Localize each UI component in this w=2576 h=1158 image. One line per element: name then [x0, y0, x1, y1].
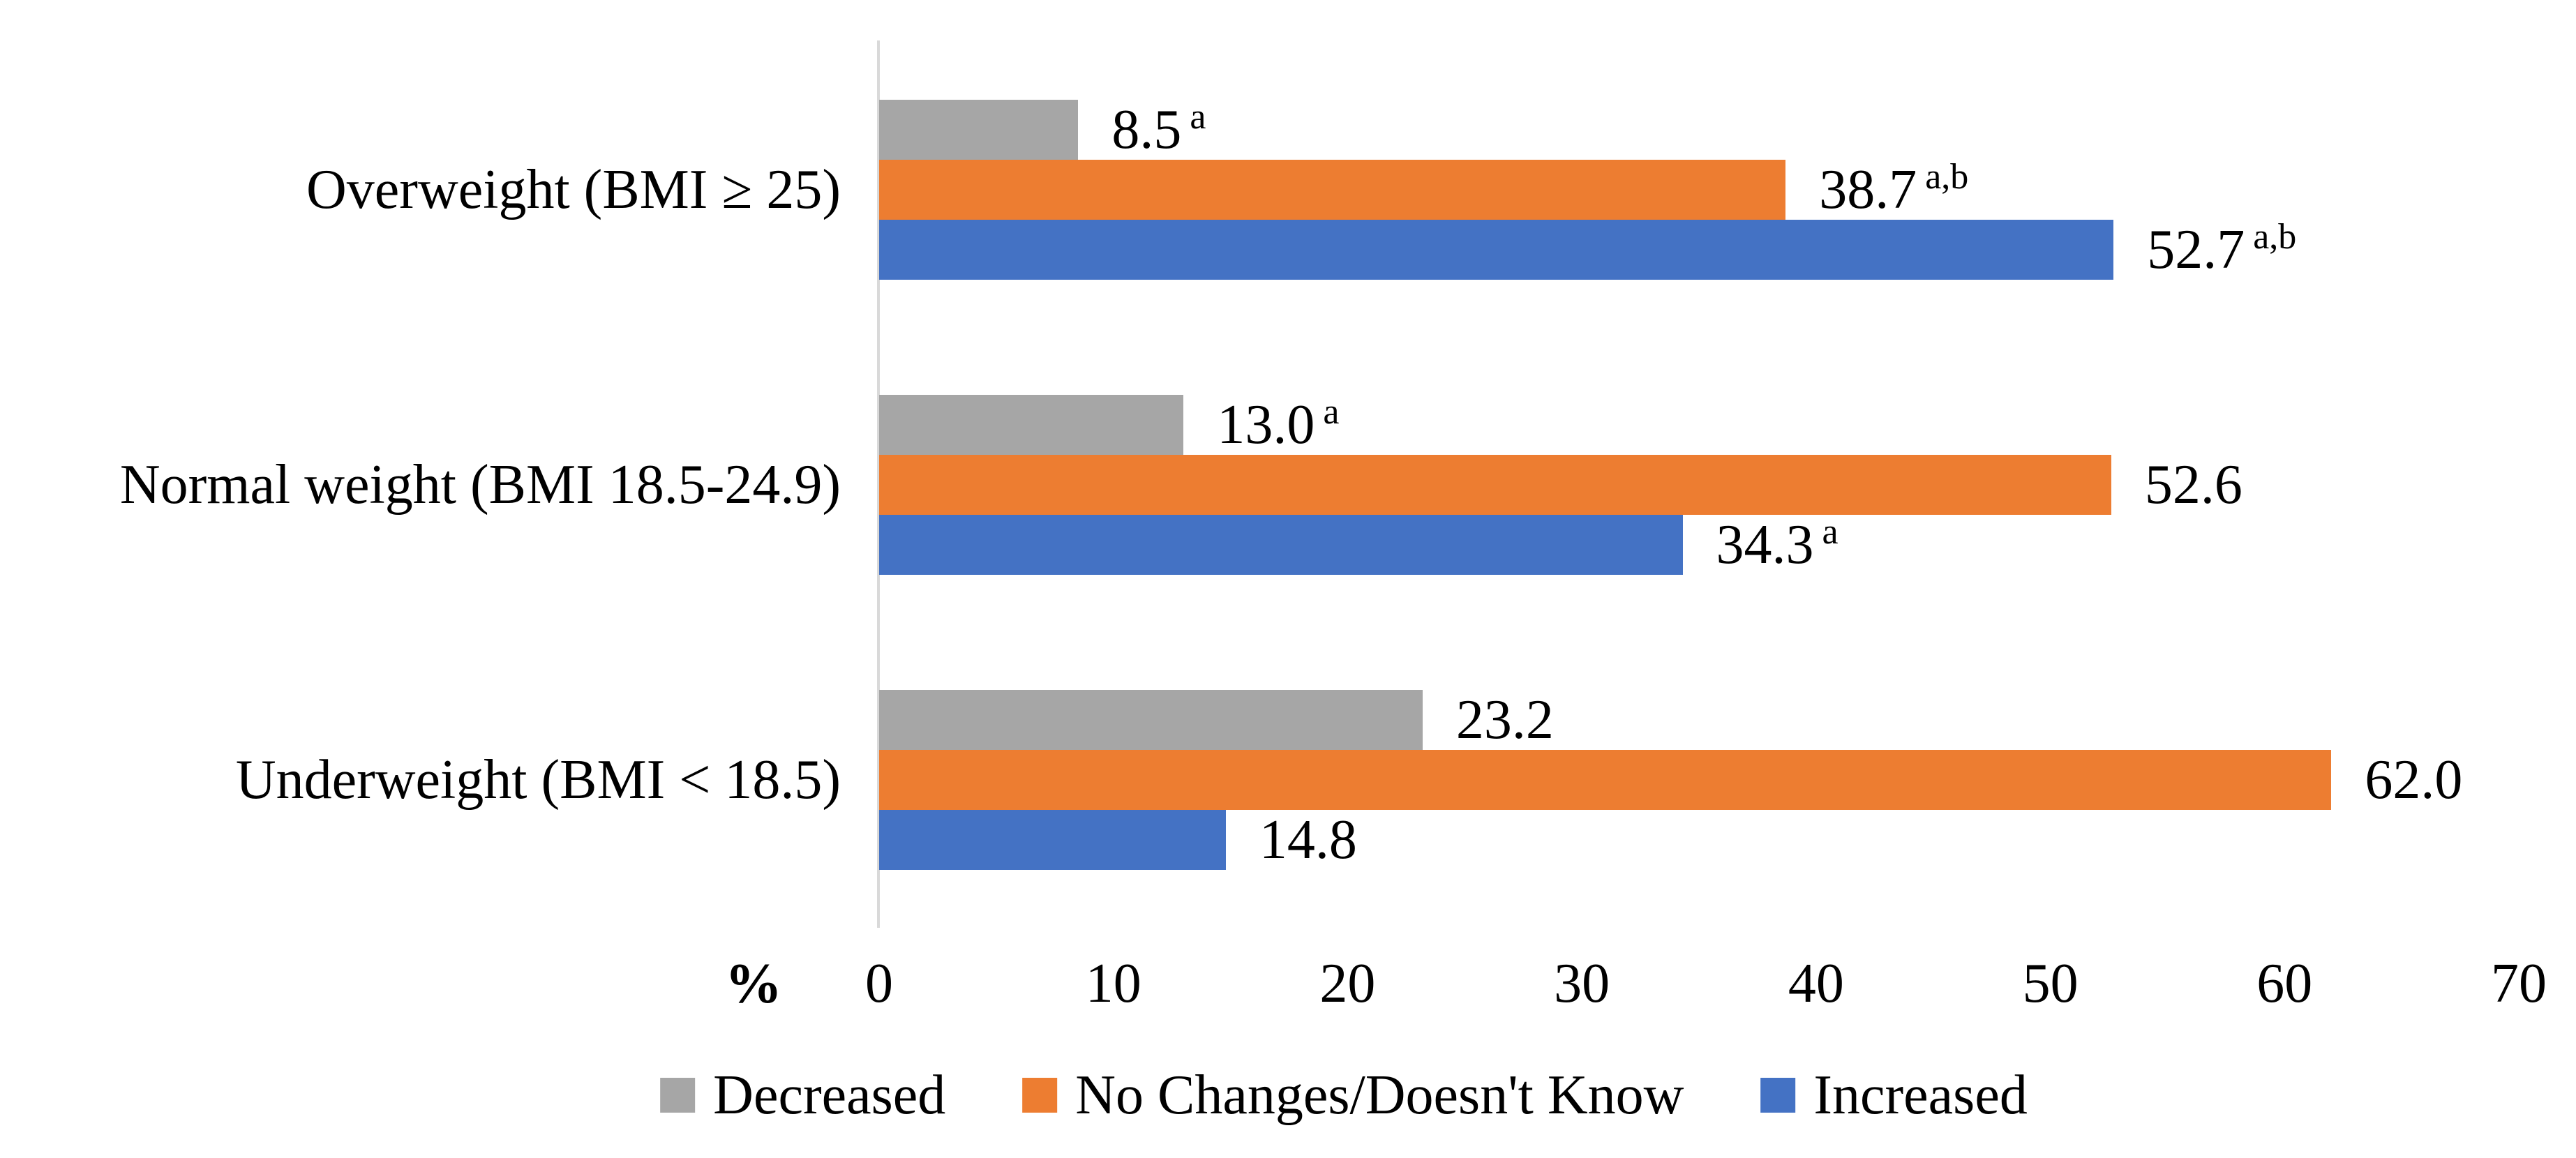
bar-decreased-normal-weight-bmi-18-5-24-9	[879, 394, 1184, 455]
value-label-increased-overweight-bmi-25: 52.7 a,b	[2147, 216, 2297, 287]
x-tick-70: 70	[2491, 953, 2547, 1014]
legend-swatch-icon	[1760, 1078, 1796, 1113]
category-label-overweight-bmi-25: Overweight (BMI ≥ 25)	[306, 158, 841, 220]
significance-superscript: a,b	[2253, 216, 2297, 257]
value-text: 62.0	[2365, 749, 2463, 811]
x-tick-0: 0	[865, 953, 893, 1014]
category-label-normal-weight-bmi-18-5-24-9: Normal weight (BMI 18.5-24.9)	[119, 453, 841, 516]
value-label-decreased-overweight-bmi-25: 8.5 a	[1111, 96, 1206, 167]
x-tick-40: 40	[1788, 953, 1844, 1014]
value-text: 52.6	[2144, 453, 2242, 516]
bar-decreased-underweight-bmi-18-5	[879, 689, 1423, 750]
bar-increased-underweight-bmi-18-5	[879, 809, 1226, 870]
legend: Decreased No Changes/Doesn't Know Increase…	[660, 1062, 2028, 1129]
bar-increased-overweight-bmi-25	[879, 219, 2114, 280]
category-axis-line	[877, 40, 880, 928]
legend-label: Increased	[1813, 1065, 2028, 1126]
significance-superscript: a,b	[1925, 156, 1969, 197]
value-text: 8.5	[1111, 98, 1182, 160]
legend-swatch-icon	[1022, 1078, 1058, 1113]
x-axis-title: %	[725, 952, 782, 1015]
significance-superscript: a	[1822, 511, 1839, 552]
value-label-decreased-normal-weight-bmi-18-5-24-9: 13.0 a	[1217, 391, 1340, 462]
bar-decreased-overweight-bmi-25	[879, 99, 1079, 160]
legend-item-decreased: Decreased	[660, 1062, 945, 1129]
value-text: 23.2	[1455, 689, 1554, 751]
value-label-no-changes-doesn-t-know-normal-weight-bmi-18-5-24-9: 52.6	[2145, 455, 2242, 515]
x-tick-30: 30	[1554, 953, 1610, 1014]
value-label-no-changes-doesn-t-know-underweight-bmi-18-5: 62.0	[2365, 750, 2462, 810]
legend-item-no-changes-doesn-t-know: No Changes/Doesn't Know	[1022, 1062, 1684, 1129]
value-text: 52.7	[2147, 218, 2245, 280]
x-tick-20: 20	[1319, 953, 1376, 1014]
bar-no-changes-doesn-t-know-overweight-bmi-25	[879, 159, 1786, 220]
bar-no-changes-doesn-t-know-normal-weight-bmi-18-5-24-9	[879, 454, 2111, 515]
legend-label: No Changes/Doesn't Know	[1075, 1065, 1684, 1126]
value-text: 38.7	[1819, 158, 1917, 220]
value-label-decreased-underweight-bmi-18-5: 23.2	[1456, 690, 1554, 750]
value-text: 14.8	[1259, 809, 1357, 871]
legend-label: Decreased	[713, 1065, 946, 1126]
value-label-no-changes-doesn-t-know-overweight-bmi-25: 38.7 a,b	[1819, 156, 1969, 227]
x-tick-60: 60	[2256, 953, 2313, 1014]
x-tick-10: 10	[1085, 953, 1141, 1014]
bar-increased-normal-weight-bmi-18-5-24-9	[879, 514, 1683, 575]
value-label-increased-normal-weight-bmi-18-5-24-9: 34.3 a	[1716, 511, 1839, 582]
legend-swatch-icon	[660, 1078, 696, 1113]
legend-item-increased: Increased	[1760, 1062, 2028, 1129]
bar-no-changes-doesn-t-know-underweight-bmi-18-5	[879, 749, 2332, 810]
significance-superscript: a	[1190, 96, 1206, 137]
category-label-underweight-bmi-18-5: Underweight (BMI < 18.5)	[235, 749, 841, 811]
value-text: 13.0	[1217, 393, 1315, 456]
x-tick-50: 50	[2022, 953, 2079, 1014]
significance-superscript: a	[1323, 391, 1340, 432]
value-label-increased-underweight-bmi-18-5: 14.8	[1259, 810, 1357, 870]
value-text: 34.3	[1716, 513, 1814, 576]
